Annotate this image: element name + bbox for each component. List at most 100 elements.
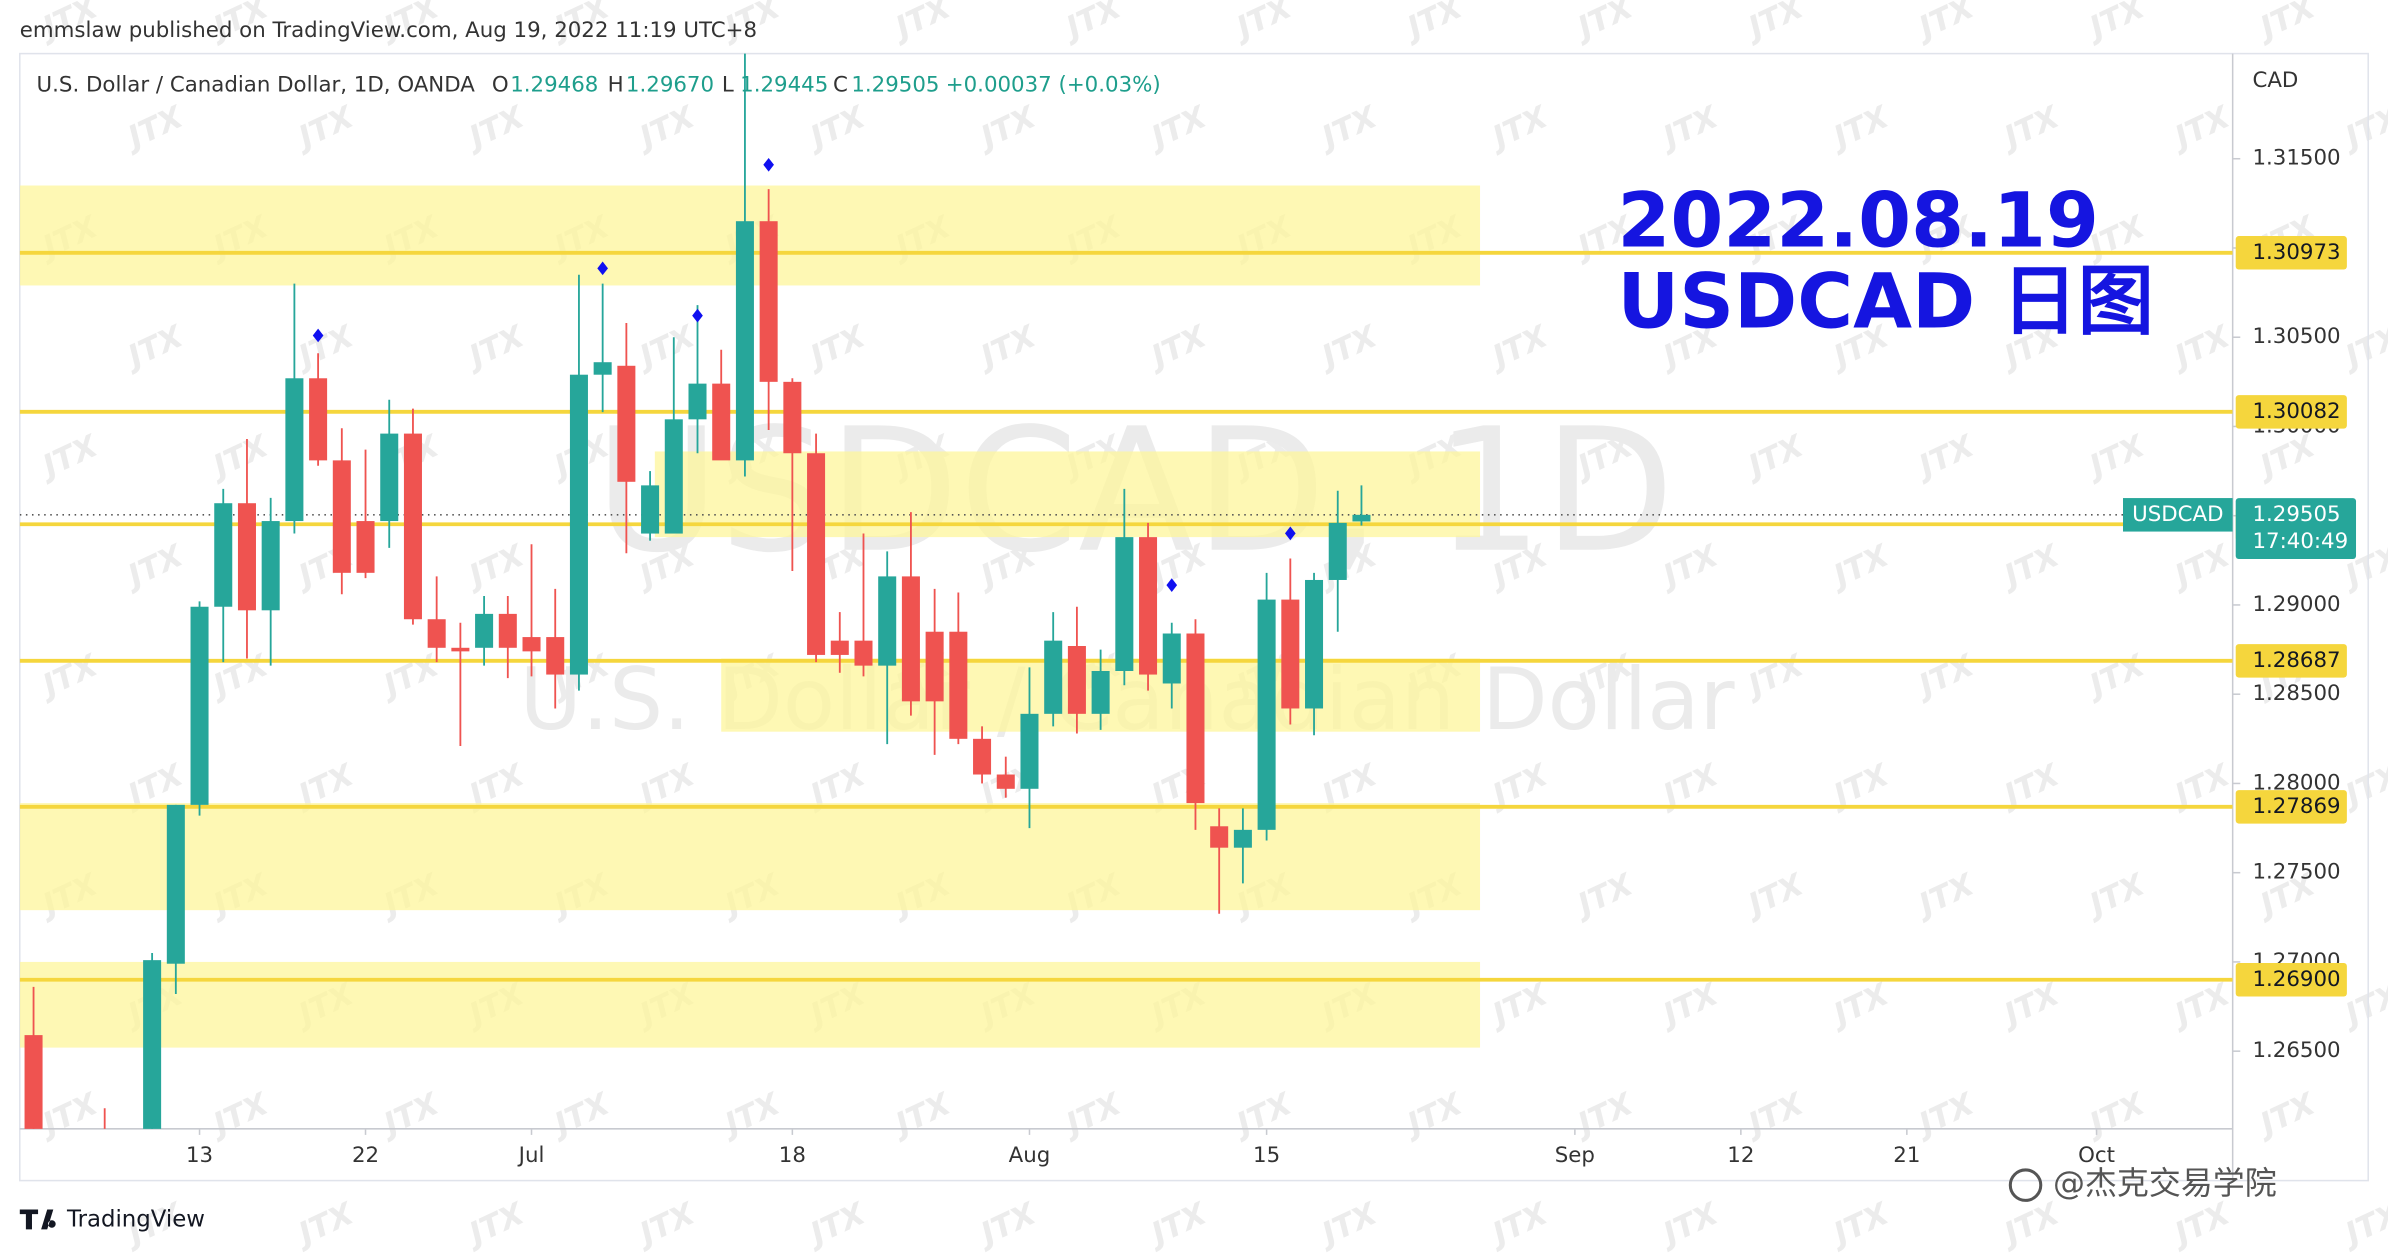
candle-body	[1044, 640, 1063, 714]
candle-body	[1305, 579, 1324, 709]
watermark-text: JTX	[800, 100, 872, 158]
watermark-text: JTX	[1909, 1086, 1981, 1144]
candle-body	[96, 1135, 114, 1144]
level-label-bg	[2235, 395, 2347, 429]
x-tick-label: Sep	[1555, 1143, 1595, 1168]
candle-body	[901, 576, 920, 702]
watermark-text: JTX	[2079, 648, 2151, 706]
watermark-text: JTX	[32, 1086, 104, 1144]
watermark-text: JTX	[1653, 1196, 1725, 1254]
watermark-text: JTX	[2335, 100, 2388, 158]
watermark-text: JTX	[288, 100, 360, 158]
candle-body	[546, 637, 565, 675]
candle-body	[1328, 522, 1347, 580]
x-tick-label: 13	[186, 1143, 213, 1168]
watermark-text: JTX	[459, 100, 531, 158]
candle-body	[24, 1035, 43, 1129]
watermark-text: JTX	[1823, 977, 1895, 1035]
level-label: 1.30973	[2252, 240, 2340, 265]
legend-value: L	[722, 73, 734, 98]
candle-body	[735, 221, 754, 461]
candle-body	[261, 521, 280, 611]
level-label: 1.27869	[2252, 794, 2340, 819]
watermark-text: JTX	[1738, 648, 1810, 706]
level-label-bg	[2235, 644, 2347, 678]
candle-body	[1139, 537, 1158, 675]
watermark-text: JTX	[715, 1086, 787, 1144]
logo-icon	[19, 1209, 56, 1230]
watermark-text: JTX	[1482, 1196, 1554, 1254]
watermark-text: JTX	[1909, 428, 1981, 486]
watermark-text: JTX	[1141, 1196, 1213, 1254]
watermark-text: JTX	[1312, 100, 1384, 158]
level-label: 1.30082	[2252, 399, 2340, 424]
watermark-text: JTX	[1909, 867, 1981, 925]
countdown: 17:40:49	[2252, 529, 2348, 554]
watermark-text: JTX	[971, 319, 1043, 377]
y-tick-label: 1.29000	[2252, 592, 2340, 617]
watermark-text: JTX	[800, 1196, 872, 1254]
candle-body	[309, 378, 328, 461]
watermark-text: JTX	[629, 1196, 701, 1254]
watermark-text: JTX	[885, 1086, 957, 1144]
level-label-bg	[2235, 236, 2347, 270]
tradingview-logo: TradingView	[19, 1207, 205, 1233]
x-tick-label: 21	[1893, 1143, 1920, 1168]
watermark-text: JTX	[203, 648, 275, 706]
watermark-text: JTX	[544, 1086, 616, 1144]
candle-body	[356, 521, 375, 573]
legend-value: 1.29505	[851, 73, 939, 98]
legend-value: +0.00037 (+0.03%)	[946, 73, 1161, 98]
legend-value: 1.29445	[740, 73, 828, 98]
candle-body	[641, 485, 660, 534]
watermark-text: JTX	[459, 538, 531, 596]
axis-layer: 1.315001.310001.305001.300001.295001.290…	[186, 146, 2357, 1168]
watermark-text: JTX	[2079, 867, 2151, 925]
candle-body	[759, 221, 778, 382]
candle-body	[498, 613, 517, 648]
watermark-text: JTX	[1312, 319, 1384, 377]
x-tick-label: Oct	[2078, 1143, 2115, 1168]
price-tag: 1.29505	[2252, 502, 2340, 527]
candle-body	[664, 419, 683, 534]
watermark-text: JTX	[1141, 100, 1213, 158]
watermark-text: JTX	[374, 648, 446, 706]
legend-value: H	[608, 73, 624, 98]
candle-body	[214, 503, 233, 607]
x-tick-label: 15	[1253, 1143, 1280, 1168]
candle-body	[166, 804, 185, 964]
watermark-text: JTX	[203, 428, 275, 486]
watermark-text: JTX	[32, 428, 104, 486]
y-tick-label: 1.31500	[2252, 146, 2340, 171]
watermark-text: JTX	[629, 319, 701, 377]
candle-body	[617, 365, 636, 482]
watermark-text: JTX	[2250, 1086, 2322, 1144]
candle-body	[1162, 633, 1181, 684]
watermark-text: JTX	[971, 100, 1043, 158]
watermark-text: JTX	[2335, 1196, 2388, 1254]
candle-body	[783, 381, 802, 454]
candle-body	[1186, 633, 1205, 804]
watermark-text: JTX	[629, 100, 701, 158]
candle-body	[569, 374, 588, 675]
watermark-text: JTX	[32, 648, 104, 706]
watermark-text: JTX	[1568, 1086, 1640, 1144]
candle-body	[237, 503, 256, 611]
candle-body	[451, 647, 470, 652]
x-tick-label: 18	[779, 1143, 806, 1168]
candle-body	[285, 378, 304, 522]
legend-title: U.S. Dollar / Canadian Dollar, 1D, OANDA	[37, 73, 476, 98]
candle-body	[475, 613, 494, 648]
candle-body	[1067, 646, 1086, 714]
watermark-text: JTX	[885, 0, 957, 48]
candle-body	[712, 383, 731, 461]
author-icon	[2008, 1168, 2043, 1202]
watermark-text: JTX	[1397, 0, 1469, 48]
signal-marker	[312, 328, 324, 343]
watermark-text: JTX	[2079, 0, 2151, 48]
watermark-text: JTX	[1653, 100, 1725, 158]
candle-body	[949, 631, 968, 739]
watermark-text: JTX	[1994, 977, 2066, 1035]
